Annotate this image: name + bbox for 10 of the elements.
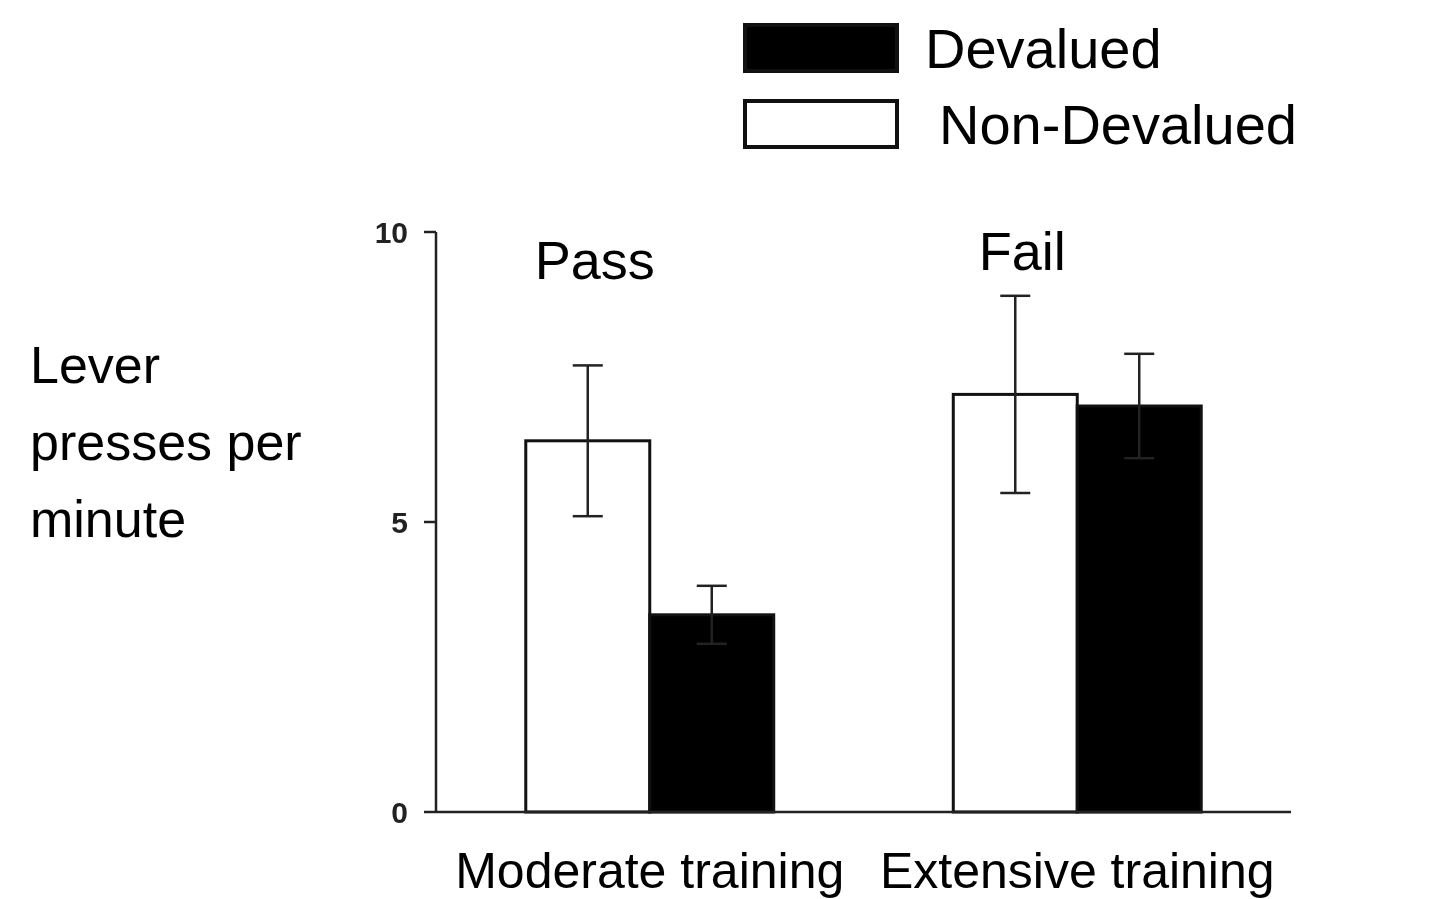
annotation: Pass <box>534 229 655 290</box>
y-tick-label: 0 <box>391 795 408 829</box>
legend-label: Devalued <box>925 16 1162 80</box>
x-tick-label: Extensive training <box>879 843 1275 899</box>
legend-label: Non-Devalued <box>939 92 1297 156</box>
x-tick-label: Moderate training <box>455 843 845 899</box>
y-tick-label: 10 <box>374 215 408 249</box>
y-axis-title: Lever presses per minute <box>30 336 302 548</box>
annotation: Fail <box>978 220 1066 281</box>
y-tick-label: 5 <box>391 505 408 539</box>
